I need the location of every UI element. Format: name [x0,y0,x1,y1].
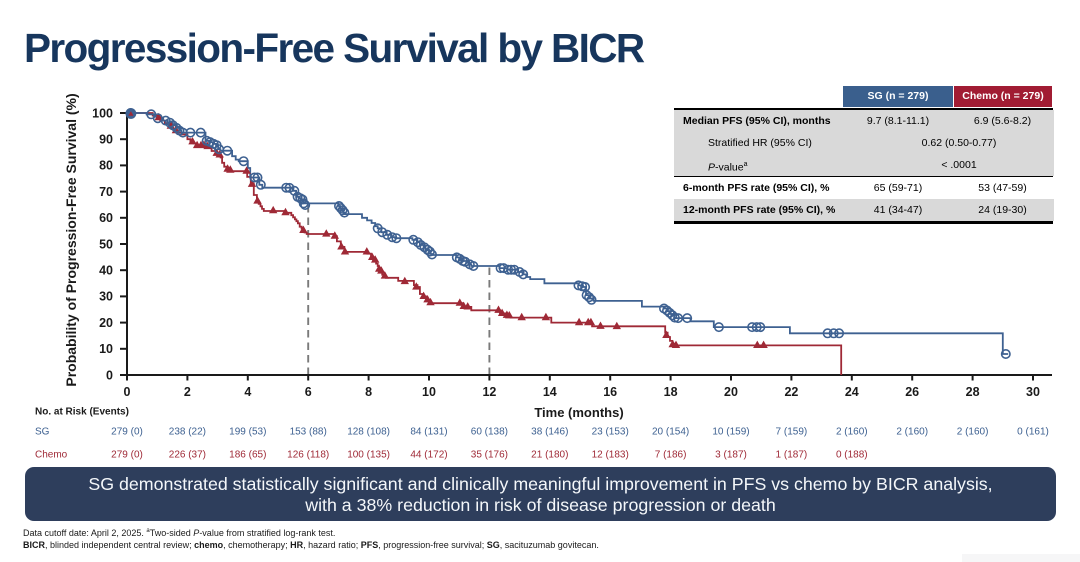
svg-text:20 (154): 20 (154) [652,427,689,438]
svg-text:2 (160): 2 (160) [836,427,868,438]
svg-text:40: 40 [99,264,113,278]
svg-text:199 (53): 199 (53) [229,427,266,438]
svg-text:No. at Risk (Events): No. at Risk (Events) [35,407,129,418]
svg-text:14: 14 [543,385,557,399]
svg-text:12 (183): 12 (183) [592,450,629,461]
svg-text:2 (160): 2 (160) [957,427,989,438]
svg-text:0 (161): 0 (161) [1017,427,1049,438]
svg-text:84 (131): 84 (131) [410,427,447,438]
svg-text:0 (188): 0 (188) [836,450,868,461]
svg-text:6: 6 [305,385,312,399]
svg-text:50: 50 [99,237,113,251]
svg-text:80: 80 [99,159,113,173]
svg-text:279 (0): 279 (0) [111,427,143,438]
svg-text:Probability of Progression-Fre: Probability of Progression-Free Survival… [63,93,79,386]
svg-text:28: 28 [966,385,980,399]
svg-text:3 (187): 3 (187) [715,450,747,461]
svg-text:22: 22 [784,385,798,399]
svg-text:30: 30 [99,290,113,304]
svg-text:60 (138): 60 (138) [471,427,508,438]
svg-text:1 (187): 1 (187) [776,450,808,461]
svg-text:279 (0): 279 (0) [111,450,143,461]
svg-text:100 (135): 100 (135) [347,450,390,461]
svg-text:238 (22): 238 (22) [169,427,206,438]
svg-text:226 (37): 226 (37) [169,450,206,461]
svg-text:70: 70 [99,185,113,199]
svg-text:4: 4 [244,385,251,399]
svg-text:10: 10 [99,342,113,356]
svg-text:153 (88): 153 (88) [290,427,327,438]
svg-text:Time (months): Time (months) [534,405,623,420]
svg-text:0: 0 [106,368,113,382]
svg-text:2 (160): 2 (160) [896,427,928,438]
svg-text:26: 26 [905,385,919,399]
svg-text:186 (65): 186 (65) [229,450,266,461]
svg-text:90: 90 [99,133,113,147]
svg-text:2: 2 [184,385,191,399]
svg-text:16: 16 [603,385,617,399]
svg-text:Chemo: Chemo [35,450,68,461]
svg-text:7 (186): 7 (186) [655,450,687,461]
svg-text:20: 20 [724,385,738,399]
svg-text:20: 20 [99,316,113,330]
svg-text:128 (108): 128 (108) [347,427,390,438]
svg-text:60: 60 [99,211,113,225]
svg-text:SG: SG [35,427,50,438]
svg-text:126 (118): 126 (118) [287,450,329,461]
svg-text:10: 10 [422,385,436,399]
svg-text:23 (153): 23 (153) [592,427,629,438]
svg-text:44 (172): 44 (172) [410,450,447,461]
svg-text:18: 18 [664,385,678,399]
svg-text:10 (159): 10 (159) [712,427,749,438]
svg-text:24: 24 [845,385,859,399]
svg-text:100: 100 [92,106,113,120]
svg-text:35 (176): 35 (176) [471,450,508,461]
svg-text:30: 30 [1026,385,1040,399]
svg-text:38 (146): 38 (146) [531,427,568,438]
svg-text:7 (159): 7 (159) [776,427,808,438]
svg-text:8: 8 [365,385,372,399]
svg-text:0: 0 [124,385,131,399]
svg-text:12: 12 [482,385,496,399]
svg-text:21 (180): 21 (180) [531,450,568,461]
